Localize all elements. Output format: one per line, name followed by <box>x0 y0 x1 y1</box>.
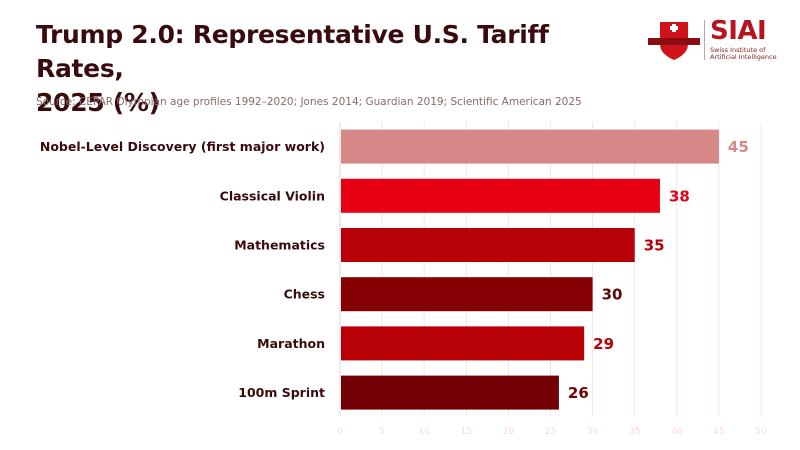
logo-subtitle-line2: Artificial Intelligence <box>710 53 777 61</box>
category-labels: Nobel-Level Discovery (first major work)… <box>40 139 325 400</box>
bars <box>341 129 719 410</box>
x-tick-label: 45 <box>713 427 724 437</box>
value-label: 35 <box>644 237 665 255</box>
chart-title-line1: Trump 2.0: Representative U.S. Tariff Ra… <box>36 20 549 83</box>
gridlines <box>339 122 762 416</box>
chart-title: Trump 2.0: Representative U.S. Tariff Ra… <box>36 18 636 120</box>
x-tick-label: 50 <box>755 427 767 437</box>
category-label: Mathematics <box>234 238 325 253</box>
x-tick-label: 20 <box>503 427 515 437</box>
x-tick-label: 10 <box>418 427 430 437</box>
value-label: 38 <box>669 187 690 205</box>
x-tick-labels: 0 5 10 15 20 25 30 35 40 45 50 <box>337 427 767 437</box>
chart-title-line2: 2025 (%) <box>36 88 160 117</box>
value-label: 29 <box>593 335 614 353</box>
x-tick-label: 5 <box>379 427 385 437</box>
x-tick-label: 0 <box>337 427 343 437</box>
bar <box>341 277 593 312</box>
x-tick-label: 30 <box>587 427 599 437</box>
bar <box>341 129 719 164</box>
value-label: 30 <box>602 286 623 304</box>
x-tick-label: 25 <box>545 427 556 437</box>
bar <box>341 178 660 213</box>
logo-name: SIAI <box>710 16 767 46</box>
chart-source: Source: CEPAR Olympian age profiles 1992… <box>36 96 582 108</box>
category-label: Nobel-Level Discovery (first major work) <box>40 139 325 154</box>
x-tick-label: 35 <box>629 427 640 437</box>
value-label: 45 <box>728 138 749 156</box>
shield-cross-icon <box>648 22 700 60</box>
category-label: Classical Violin <box>220 188 325 203</box>
x-tick-label: 40 <box>671 427 683 437</box>
x-tick-label: 15 <box>461 427 472 437</box>
value-label: 26 <box>568 384 589 402</box>
category-label: Chess <box>284 287 325 302</box>
category-label: 100m Sprint <box>238 385 325 400</box>
bar <box>341 326 585 361</box>
bar <box>341 228 635 262</box>
logo-subtitle-line1: Swiss Institute of <box>710 46 766 54</box>
logo-divider <box>704 20 705 60</box>
siai-logo: SIAI Swiss Institute of Artificial Intel… <box>646 16 777 62</box>
value-labels: 45 38 35 30 29 26 <box>568 138 749 402</box>
bar <box>341 375 559 410</box>
category-label: Marathon <box>257 336 325 351</box>
